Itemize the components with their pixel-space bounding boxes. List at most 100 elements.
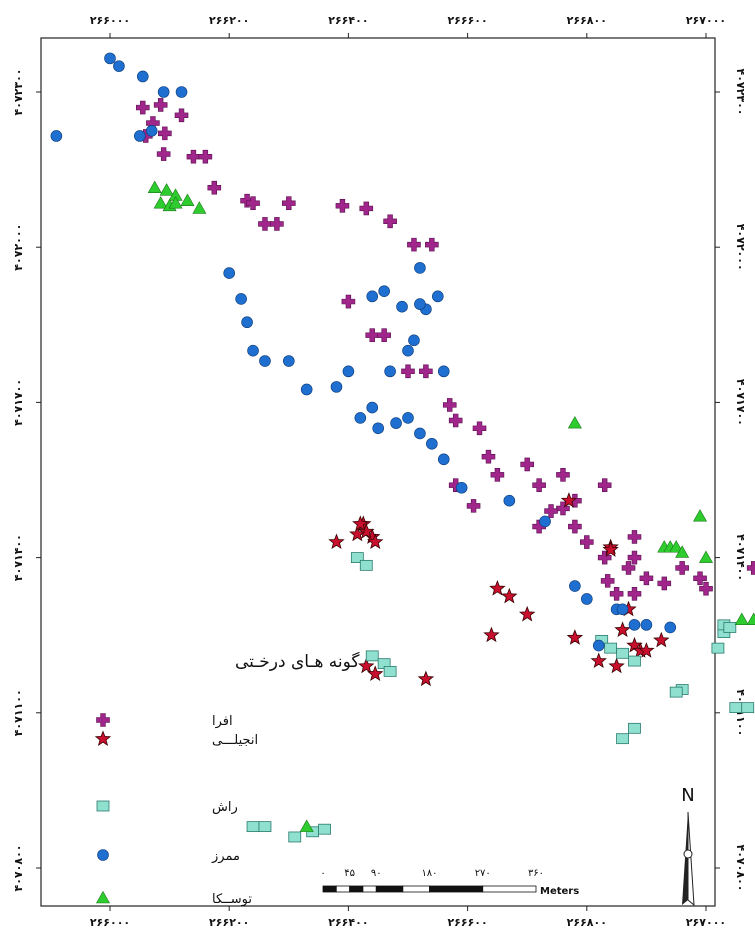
border-tree-point — [640, 619, 653, 631]
tuska-tree-point — [299, 819, 314, 832]
border-tree-point — [354, 412, 367, 424]
border-tree-point — [366, 401, 379, 414]
anjili-tree-point — [367, 533, 384, 550]
rash-tree-point — [616, 647, 629, 659]
border-tree-point — [402, 412, 414, 424]
scale-bar: ۰ ۴۵ ۹۰ ۱۸۰ ۲۷۰ ۳۶۰ Meters — [320, 868, 579, 897]
anjili-tree-point — [349, 525, 366, 542]
afra-tree-point — [466, 499, 481, 513]
x-tick-label-top: ۲۶۶۴۰۰ — [328, 14, 368, 27]
afra-tree-point — [341, 294, 356, 309]
afra-tree-point — [657, 576, 672, 591]
afra-tree-point — [156, 147, 171, 161]
afra-tree-point — [442, 398, 457, 412]
afra-tree-point — [556, 468, 570, 482]
anjili-tree-point — [602, 541, 619, 557]
anjili-tree-point — [638, 642, 655, 658]
scale-bar-segment — [375, 885, 404, 893]
rash-tree-point — [318, 823, 331, 835]
afra-tree-point — [746, 561, 755, 575]
afra-tree-point — [153, 98, 168, 112]
legend-symbol-anjili — [94, 730, 112, 746]
anjili-tree-point — [328, 533, 345, 550]
y-tick-label-left: ۴۰۷۲۳۰۰ — [12, 69, 25, 116]
rash-tree-point — [365, 650, 379, 662]
x-tick-label-bottom: ۲۶۶۸۰۰ — [567, 916, 607, 929]
border-tree-point — [50, 130, 63, 142]
border-tree-point — [414, 298, 426, 310]
afra-tree-point — [135, 100, 150, 115]
afra-tree-point — [365, 328, 380, 342]
legend-label-tuska: توســکا — [212, 892, 252, 907]
rash-tree-point — [729, 702, 743, 714]
border-tree-point — [282, 355, 295, 367]
x-tick-label-top: ۲۶۷۰۰۰ — [686, 14, 726, 27]
y-tick-label-right: ۴۰۷۰۸۰۰ — [734, 845, 747, 892]
rash-tree-point — [359, 559, 373, 571]
border-tree-point — [134, 130, 146, 142]
afra-tree-point — [532, 478, 546, 492]
scale-bar-segment — [482, 885, 537, 893]
border-tree-point — [664, 621, 677, 634]
rash-tree-point — [628, 655, 641, 667]
border-tree-point — [616, 603, 629, 616]
border-tree-point — [402, 344, 414, 357]
border-tree-point — [408, 334, 420, 347]
scale-bar-label: ۴۵ — [344, 868, 355, 879]
legend-label-anjili: انجیلـــی — [212, 733, 258, 748]
rash-tree-point — [741, 702, 755, 714]
anjili-tree-point — [489, 580, 506, 596]
scale-bar-segment — [335, 885, 351, 893]
rash-tree-point — [258, 821, 272, 833]
x-tick-label-bottom: ۲۶۶۴۰۰ — [328, 916, 368, 929]
scale-bar-label: ۹۰ — [371, 868, 382, 879]
border-tree-point — [437, 453, 450, 466]
border-tree-point — [426, 437, 438, 450]
y-tick-label-left: ۴۰۷۲۰۰۰ — [12, 224, 25, 271]
border-tree-point — [628, 619, 641, 631]
legend-symbol-afra — [96, 713, 110, 727]
anjili-tree-point — [358, 657, 375, 674]
map-frame — [40, 37, 716, 907]
afra-tree-point — [597, 478, 612, 492]
x-tick-label-bottom: ۲۶۶۰۰۰ — [90, 916, 130, 929]
north-arrow-left-half — [682, 812, 688, 905]
afra-tree-point — [490, 468, 505, 482]
afra-tree-point — [544, 504, 558, 518]
points-layer — [50, 52, 755, 843]
x-tick-label-top: ۲۶۶۶۰۰ — [447, 14, 487, 27]
border-tree-point — [330, 381, 343, 393]
anjili-tree-point — [483, 626, 500, 643]
border-tree-point — [145, 125, 158, 137]
x-tick-label-top: ۲۶۶۰۰۰ — [90, 14, 130, 27]
border-tree-point — [136, 70, 149, 83]
border-tree-point — [157, 86, 170, 98]
border-tree-point — [300, 383, 313, 396]
anjili-tree-point — [614, 621, 631, 637]
afra-tree-point — [520, 457, 535, 472]
border-tree-point — [104, 52, 116, 65]
scale-bar-unit: Meters — [540, 886, 579, 897]
scale-bar-segment — [402, 885, 430, 893]
border-tree-point — [113, 60, 125, 72]
scale-bar-label: ۰ — [320, 868, 325, 879]
afra-tree-point — [383, 214, 397, 229]
afra-tree-point — [335, 199, 350, 213]
legend-symbol-rash — [96, 800, 110, 812]
legend-label-border: ممرز — [211, 849, 240, 864]
scale-bar-label: ۱۸۰ — [421, 868, 437, 879]
border-tree-point — [414, 262, 426, 274]
rash-tree-point — [628, 722, 641, 734]
rash-tree-point — [246, 821, 260, 833]
x-tick-label-bottom: ۲۶۶۲۰۰ — [209, 916, 249, 929]
afra-tree-point — [207, 180, 222, 195]
afra-tree-point — [174, 108, 189, 123]
afra-tree-point — [609, 587, 624, 601]
border-tree-point — [241, 316, 253, 329]
tuska-tree-point — [159, 183, 174, 196]
border-tree-point — [366, 290, 379, 303]
scale-bar-label: ۲۷۰ — [475, 868, 491, 879]
anjili-tree-point — [352, 515, 369, 531]
anjili-tree-point — [566, 629, 584, 645]
tick-labels: ۲۶۶۰۰۰ ۲۶۶۰۰۰ ۲۶۶۲۰۰ ۲۶۶۲۰۰ ۲۶۶۴۰۰ ۲۶۶۴۰۰ ۲۶۶۶… — [12, 14, 747, 929]
